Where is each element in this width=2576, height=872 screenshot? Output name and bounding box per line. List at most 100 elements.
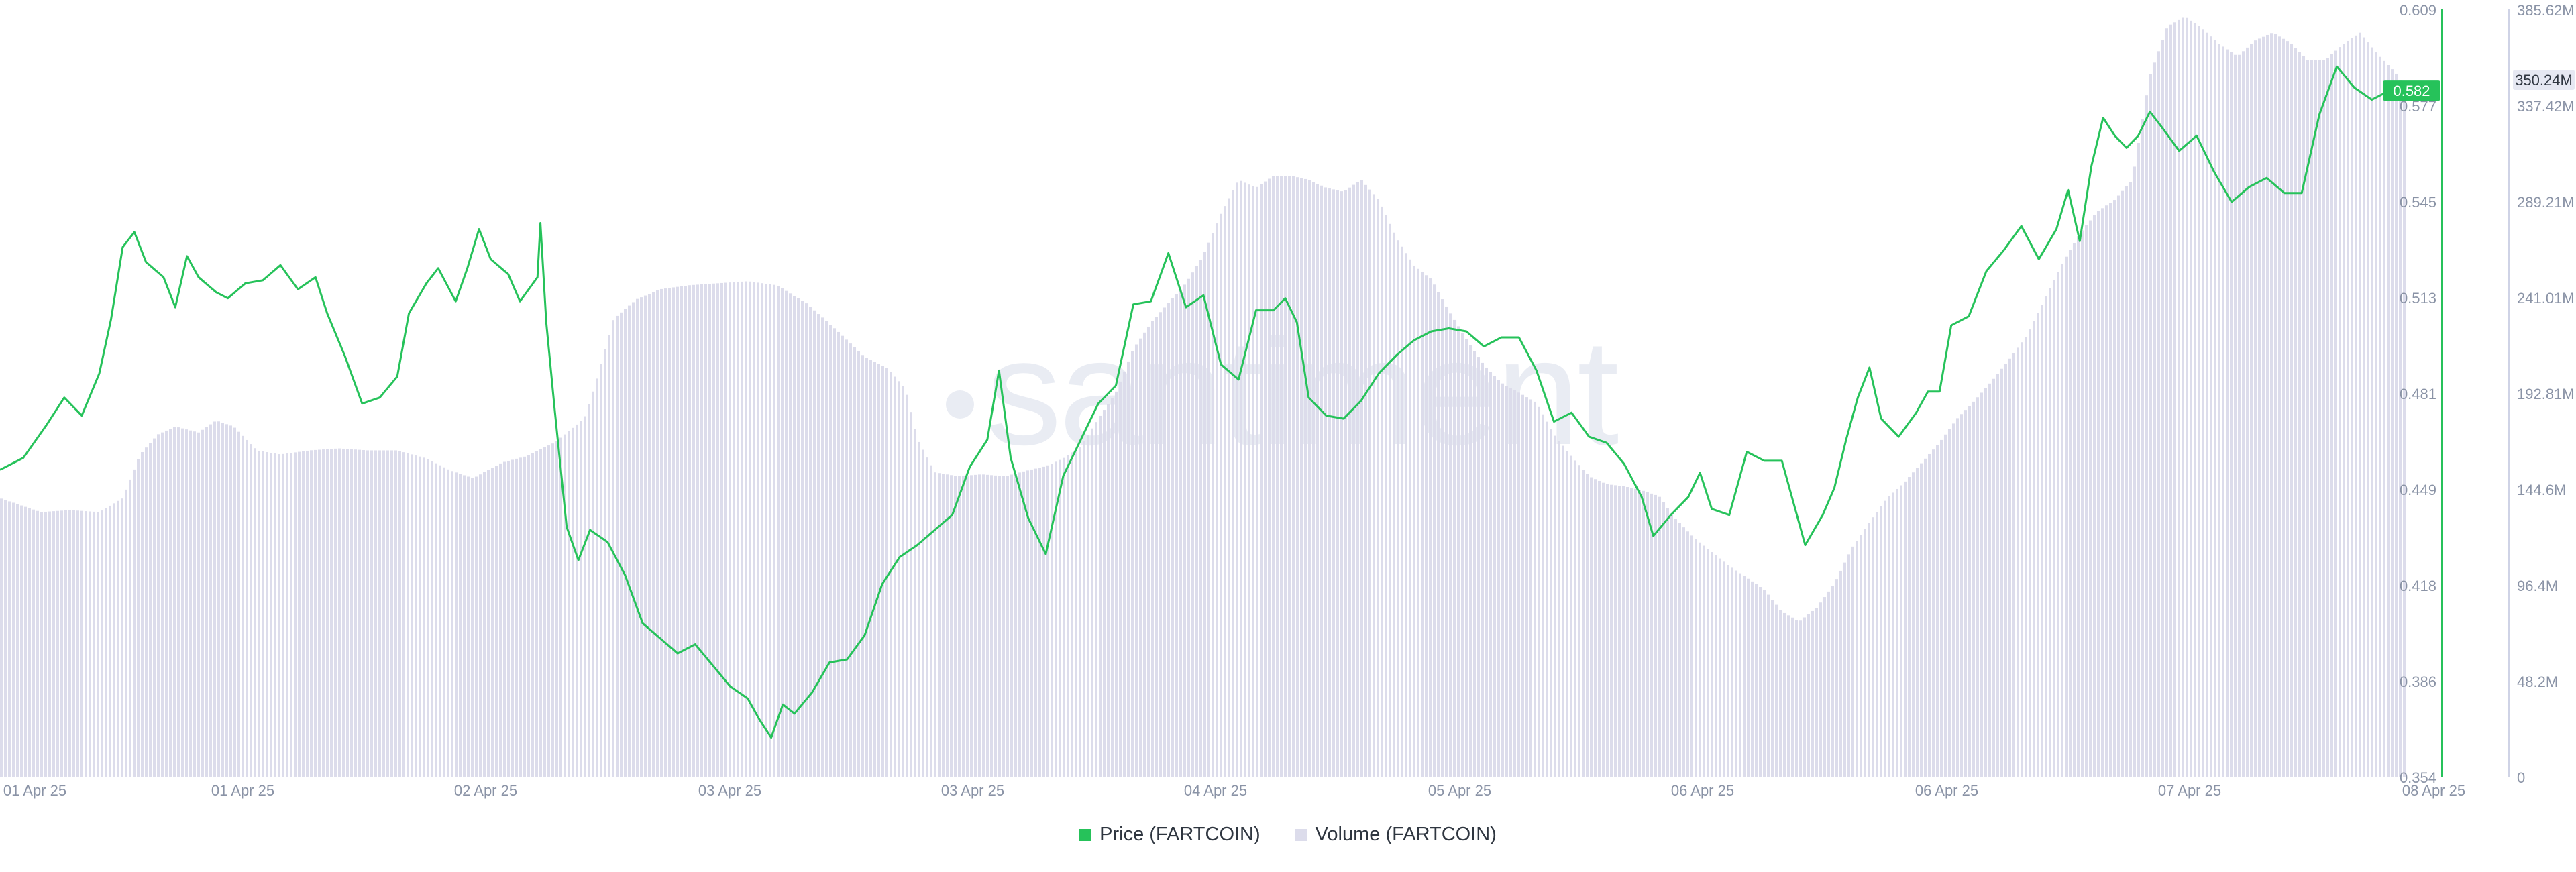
volume-bar — [1678, 523, 1681, 777]
volume-tick-label: 96.4M — [2517, 578, 2558, 594]
volume-bar — [1795, 620, 1798, 777]
volume-bar — [1155, 317, 1158, 777]
price-tick-label: 0.577 — [2400, 98, 2436, 115]
volume-bar — [604, 349, 606, 777]
volume-bar — [1952, 423, 1955, 777]
volume-bar — [1477, 357, 1480, 777]
volume-bar — [1562, 445, 1564, 777]
volume-bar — [177, 427, 180, 777]
volume-bar — [640, 297, 643, 777]
volume-bar — [1111, 398, 1114, 777]
volume-bar — [648, 294, 651, 777]
volume-bar — [636, 298, 639, 777]
volume-bar — [398, 451, 401, 777]
volume-bar — [2330, 54, 2333, 777]
volume-bar — [1972, 401, 1975, 777]
volume-bar — [1393, 232, 1395, 777]
price-tick-label: 0.513 — [2400, 290, 2436, 307]
volume-bar — [1457, 326, 1460, 777]
volume-bar — [2033, 321, 2035, 777]
volume-bar — [749, 281, 751, 777]
volume-bar — [813, 310, 816, 777]
volume-bar — [1835, 579, 1838, 777]
volume-bar — [1984, 388, 1987, 777]
volume-bar — [2278, 36, 2281, 777]
volume-bar — [105, 508, 107, 777]
volume-bar — [1888, 496, 1890, 777]
volume-bar — [1284, 176, 1287, 777]
legend-item-price[interactable]: Price (FARTCOIN) — [1079, 824, 1260, 846]
volume-bar — [40, 512, 43, 777]
volume-bar — [205, 427, 208, 777]
volume-bar — [1022, 471, 1025, 777]
volume-bar — [1932, 449, 1935, 777]
volume-bar — [1747, 578, 1750, 777]
volume-bar — [696, 284, 699, 777]
volume-bar — [1779, 610, 1782, 777]
volume-bar — [1940, 439, 1943, 777]
volume-bar — [1485, 367, 1488, 777]
volume-bar — [101, 510, 103, 777]
volume-bar — [2089, 220, 2092, 777]
volume-bar — [1336, 190, 1339, 777]
volume-bar — [246, 439, 248, 777]
volume-bar — [1783, 612, 1786, 777]
volume-bar — [2399, 80, 2402, 777]
volume-bar — [1634, 488, 1637, 777]
volume-bar — [346, 449, 349, 777]
volume-bar — [1236, 182, 1238, 777]
volume-bar — [753, 282, 755, 777]
volume-bar — [2387, 64, 2390, 777]
volume-bar — [1739, 573, 1741, 777]
volume-bar — [825, 321, 828, 777]
volume-bar — [173, 427, 176, 777]
volume-bar — [16, 504, 19, 777]
volume-bar — [1034, 468, 1037, 777]
volume-bar — [358, 449, 361, 777]
volume-bar — [1767, 594, 1770, 777]
volume-bar — [1159, 312, 1162, 777]
volume-bar — [1425, 275, 1428, 777]
volume-bar — [1300, 178, 1303, 777]
volume-bar — [286, 453, 288, 777]
volume-bar — [2141, 119, 2144, 777]
volume-bar — [1232, 190, 1234, 777]
volume-bar — [1570, 455, 1572, 777]
volume-bar — [1489, 372, 1492, 777]
volume-bar — [584, 416, 586, 777]
volume-bar — [849, 343, 852, 777]
volume-bar — [1493, 376, 1496, 777]
volume-bar — [2298, 52, 2301, 777]
volume-bar — [861, 355, 864, 777]
volume-bar — [1912, 472, 1915, 777]
volume-bar — [1296, 177, 1299, 777]
volume-bar — [1936, 445, 1939, 777]
volume-bar — [2008, 358, 2011, 777]
volume-bar — [322, 449, 325, 777]
volume-bar — [1715, 555, 1717, 777]
volume-bar — [2226, 49, 2229, 777]
volume-bar — [266, 451, 268, 777]
current-volume-label: 350.24M — [2515, 72, 2573, 89]
volume-bar — [1843, 562, 1846, 777]
volume-bar — [1006, 475, 1009, 777]
volume-bar — [431, 461, 433, 777]
volume-bar — [451, 471, 453, 777]
volume-bar — [314, 449, 317, 777]
volume-bar — [423, 457, 425, 777]
volume-bar — [656, 290, 659, 777]
chart-legend: Price (FARTCOIN) Volume (FARTCOIN) — [0, 824, 2576, 846]
volume-bar — [350, 449, 353, 777]
volume-bar — [1240, 180, 1242, 777]
volume-bar — [1690, 535, 1693, 777]
legend-item-volume[interactable]: Volume (FARTCOIN) — [1295, 824, 1497, 846]
volume-bar — [2242, 51, 2245, 777]
volume-bar — [1811, 610, 1814, 777]
volume-bar — [1759, 587, 1762, 777]
volume-bar — [1586, 474, 1589, 777]
volume-bar — [1473, 351, 1476, 777]
volume-bar — [165, 430, 168, 777]
volume-bar — [1851, 546, 1854, 777]
volume-bar — [1248, 184, 1250, 777]
volume-bar — [113, 503, 115, 777]
